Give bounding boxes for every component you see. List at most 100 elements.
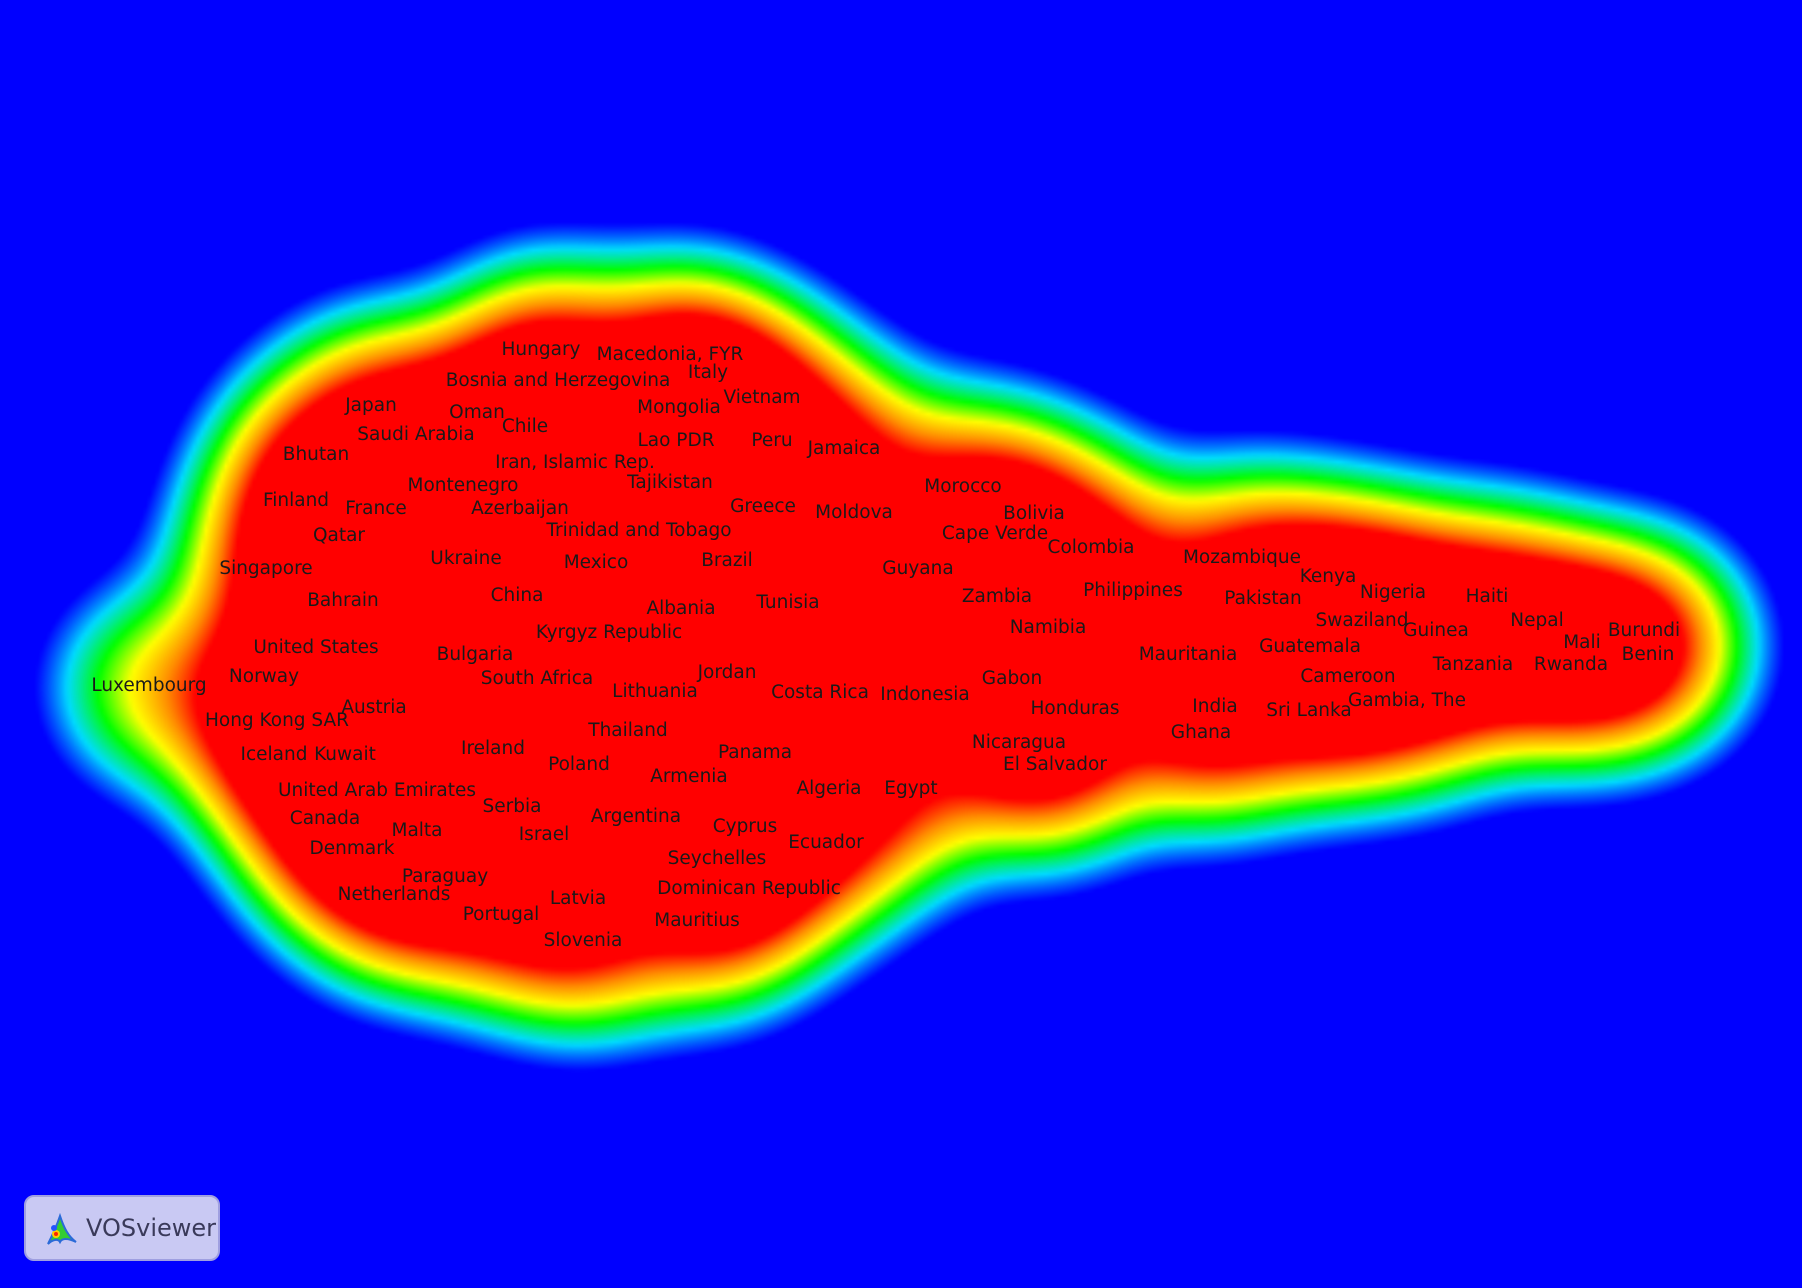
country-label[interactable]: Burundi: [1607, 619, 1681, 641]
country-label[interactable]: Nepal: [1510, 609, 1564, 631]
country-label[interactable]: Kyrgyz Republic: [535, 621, 683, 643]
vosviewer-logo-badge[interactable]: VOSviewer: [24, 1195, 220, 1261]
country-label[interactable]: Slovenia: [543, 929, 623, 951]
country-label[interactable]: Brazil: [701, 549, 753, 571]
country-label[interactable]: Guinea: [1403, 619, 1469, 641]
country-label[interactable]: Mali: [1563, 631, 1601, 653]
country-label[interactable]: Montenegro: [407, 474, 519, 496]
country-label[interactable]: Paraguay: [401, 865, 489, 887]
country-label[interactable]: Rwanda: [1533, 653, 1609, 675]
country-label[interactable]: Bhutan: [282, 443, 350, 465]
country-label[interactable]: Mauritius: [654, 909, 740, 931]
country-label[interactable]: Ghana: [1170, 721, 1232, 743]
country-label[interactable]: Mexico: [563, 551, 629, 573]
country-label[interactable]: Bahrain: [307, 589, 379, 611]
country-label[interactable]: Zambia: [961, 585, 1033, 607]
country-label[interactable]: Qatar: [312, 524, 366, 546]
country-label[interactable]: Latvia: [549, 887, 607, 909]
country-label[interactable]: Portugal: [462, 903, 540, 925]
country-label[interactable]: Hungary: [501, 338, 581, 360]
country-label[interactable]: Bosnia and Herzegovina: [445, 369, 671, 391]
country-label[interactable]: Bolivia: [1003, 502, 1065, 524]
country-label[interactable]: Ireland: [461, 737, 525, 759]
country-label[interactable]: Gabon: [981, 667, 1043, 689]
country-label[interactable]: Malta: [391, 819, 443, 841]
country-label[interactable]: Lithuania: [612, 680, 698, 702]
country-label[interactable]: Ukraine: [430, 547, 502, 569]
country-label[interactable]: Jamaica: [807, 437, 881, 459]
country-label[interactable]: Hong Kong SAR: [204, 709, 350, 731]
country-label[interactable]: Tajikistan: [627, 471, 713, 493]
country-label[interactable]: Tanzania: [1432, 653, 1514, 675]
country-label[interactable]: Oman: [449, 401, 505, 423]
country-label[interactable]: Guatemala: [1259, 635, 1361, 657]
country-label[interactable]: India: [1192, 695, 1238, 717]
country-label[interactable]: Kenya: [1299, 565, 1357, 587]
country-label[interactable]: Azerbaijan: [471, 497, 569, 519]
country-label[interactable]: Armenia: [650, 765, 728, 787]
country-label[interactable]: Finland: [262, 489, 330, 511]
country-label[interactable]: Netherlands: [337, 883, 451, 905]
country-label[interactable]: Canada: [289, 807, 361, 829]
country-label[interactable]: Jordan: [697, 661, 757, 683]
country-label[interactable]: Cameroon: [1300, 665, 1396, 687]
country-label[interactable]: Swaziland: [1315, 609, 1409, 631]
country-label[interactable]: Indonesia: [880, 683, 970, 705]
country-label[interactable]: Gambia, The: [1347, 689, 1467, 711]
country-label[interactable]: Peru: [751, 429, 793, 451]
country-label[interactable]: South Africa: [480, 667, 594, 689]
country-label[interactable]: Namibia: [1009, 616, 1087, 638]
country-label[interactable]: Mauritania: [1138, 643, 1238, 665]
country-label[interactable]: Vietnam: [723, 386, 801, 408]
country-label[interactable]: United Arab Emirates: [278, 779, 476, 801]
country-label[interactable]: Cyprus: [712, 815, 778, 837]
country-label[interactable]: Colombia: [1047, 536, 1135, 558]
country-label[interactable]: Moldova: [815, 501, 893, 523]
country-label[interactable]: Saudi Arabia: [357, 423, 475, 445]
country-label[interactable]: Iceland: [240, 743, 308, 765]
country-label[interactable]: Chile: [501, 415, 549, 437]
country-label[interactable]: Mongolia: [637, 396, 721, 418]
country-label[interactable]: Haiti: [1465, 585, 1509, 607]
country-label[interactable]: Morocco: [924, 475, 1002, 497]
country-label[interactable]: Israel: [518, 823, 570, 845]
country-label[interactable]: Greece: [730, 495, 796, 517]
country-label[interactable]: Poland: [548, 753, 610, 775]
country-label[interactable]: Nigeria: [1359, 581, 1427, 603]
country-label[interactable]: Italy: [687, 361, 729, 383]
country-label[interactable]: Luxembourg: [91, 674, 207, 696]
country-label[interactable]: Argentina: [590, 805, 682, 827]
country-label[interactable]: Japan: [345, 394, 397, 416]
country-label[interactable]: Algeria: [796, 777, 862, 799]
country-label[interactable]: Mozambique: [1182, 546, 1302, 568]
country-label[interactable]: Denmark: [309, 837, 395, 859]
country-label[interactable]: Sri Lanka: [1266, 699, 1352, 721]
country-label[interactable]: Honduras: [1030, 697, 1120, 719]
country-label[interactable]: Albania: [646, 597, 716, 619]
country-label[interactable]: Panama: [717, 741, 793, 763]
country-label[interactable]: Bulgaria: [436, 643, 514, 665]
country-label[interactable]: France: [345, 497, 407, 519]
country-label[interactable]: Nicaragua: [971, 731, 1067, 753]
country-label[interactable]: Iran, Islamic Rep.: [495, 451, 655, 473]
country-label[interactable]: Austria: [341, 696, 407, 718]
country-label[interactable]: Guyana: [882, 557, 954, 579]
country-label[interactable]: Thailand: [588, 719, 668, 741]
country-label[interactable]: Seychelles: [667, 847, 767, 869]
country-label[interactable]: Kuwait: [314, 743, 376, 765]
country-label[interactable]: United States: [253, 636, 379, 658]
country-label[interactable]: Costa Rica: [771, 681, 869, 703]
country-label[interactable]: Ecuador: [788, 831, 864, 853]
country-label[interactable]: Egypt: [884, 777, 938, 799]
country-label[interactable]: Norway: [228, 665, 300, 687]
country-label[interactable]: Cape Verde: [941, 522, 1049, 544]
country-label[interactable]: China: [490, 584, 544, 606]
country-label[interactable]: Tunisia: [756, 591, 820, 613]
country-label[interactable]: Singapore: [219, 557, 313, 579]
country-label[interactable]: Lao PDR: [637, 429, 715, 451]
country-label[interactable]: Pakistan: [1224, 587, 1302, 609]
country-label[interactable]: Trinidad and Tobago: [546, 519, 732, 541]
country-label[interactable]: Serbia: [482, 795, 542, 817]
